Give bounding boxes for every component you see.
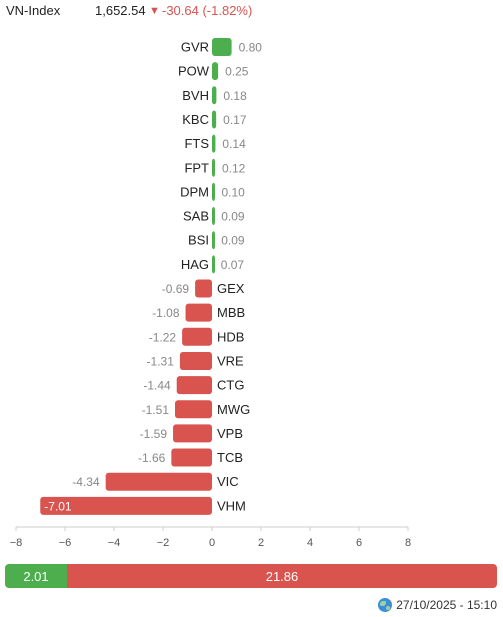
x-tick-label: 2 — [258, 537, 264, 549]
value-label: 0.12 — [222, 161, 246, 175]
bar-hdb — [182, 327, 212, 346]
value-label: 0.09 — [221, 234, 245, 248]
x-tick-label: −4 — [108, 537, 121, 549]
bar-tcb — [171, 448, 212, 467]
impact-bar-chart: GVR 0.80 POW 0.25 BVH 0.18 KBC 0.17 FTS 0.14 FPT 0.… — [10, 38, 411, 549]
bar-ctg — [176, 376, 212, 395]
ticker-label: CTG — [217, 378, 244, 393]
value-label: -1.66 — [138, 451, 166, 465]
bar-fpt — [212, 158, 215, 177]
bar-bsi — [212, 231, 215, 250]
index-name: VN-Index — [6, 3, 61, 18]
bar-dpm — [212, 182, 215, 201]
ticker-label: KBC — [182, 112, 209, 127]
bar-pow — [212, 62, 219, 81]
bar-kbc — [212, 110, 217, 129]
ticker-label: VPB — [217, 426, 243, 441]
bar-vpb — [173, 424, 212, 443]
value-label: -1.51 — [142, 403, 170, 417]
value-label: 0.80 — [239, 41, 263, 55]
ticker-label: VHM — [217, 498, 246, 513]
ticker-label: BVH — [182, 88, 209, 103]
ticker-label: MWG — [217, 402, 250, 417]
ticker-label: VRE — [217, 353, 244, 368]
bar-gvr — [212, 38, 232, 56]
ticker-label: BSI — [188, 233, 209, 248]
value-label: -1.31 — [147, 354, 175, 368]
ticker-label: VIC — [217, 474, 239, 489]
ticker-label: HDB — [217, 329, 244, 344]
value-label: -1.08 — [152, 306, 180, 320]
value-label: 0.25 — [225, 65, 249, 79]
bar-mwg — [175, 400, 212, 419]
index-value: 1,652.54 — [95, 3, 146, 18]
x-tick-label: 8 — [405, 537, 411, 549]
positive-contribution-segment: 2.01 — [5, 564, 67, 588]
x-tick-label: −8 — [10, 537, 23, 549]
value-label: 0.09 — [221, 210, 245, 224]
ticker-label: MBB — [217, 305, 245, 320]
bar-gex — [195, 279, 212, 298]
bar-hag — [212, 255, 215, 274]
x-tick-label: 4 — [307, 537, 313, 549]
bar-vic — [105, 472, 212, 491]
bar-mbb — [185, 303, 212, 322]
bar-bvh — [212, 86, 217, 105]
x-tick-label: −2 — [157, 537, 170, 549]
value-label: -1.59 — [140, 427, 168, 441]
x-tick-label: 0 — [209, 537, 215, 549]
timestamp: 27/10/2025 - 15:10 — [378, 598, 497, 612]
ticker-label: FTS — [184, 136, 209, 151]
value-label: 0.07 — [221, 258, 245, 272]
value-label: 0.10 — [221, 185, 245, 199]
ticker-label: DPM — [180, 184, 209, 199]
positive-total-label: 2.01 — [23, 568, 49, 584]
timestamp-text: 27/10/2025 - 15:10 — [396, 598, 497, 612]
bar-vre — [179, 351, 212, 370]
value-label: 0.18 — [223, 89, 247, 103]
bar-fts — [212, 134, 216, 153]
value-label: -1.22 — [149, 330, 177, 344]
value-label: -4.34 — [72, 475, 100, 489]
value-label: -1.44 — [143, 379, 171, 393]
down-arrow-icon: ▼ — [149, 5, 160, 17]
ticker-label: FPT — [184, 160, 209, 175]
negative-total-label: 21.86 — [265, 568, 299, 584]
ticker-label: GEX — [217, 281, 245, 296]
negative-contribution-segment: 21.86 — [67, 564, 497, 588]
ticker-label: TCB — [217, 450, 243, 465]
ticker-label: GVR — [181, 40, 209, 55]
x-tick-label: −6 — [59, 537, 72, 549]
ticker-label: SAB — [183, 209, 209, 224]
index-change: -30.64 (-1.82%) — [162, 3, 253, 18]
value-label: -7.01 — [44, 499, 72, 513]
value-label: 0.17 — [223, 113, 247, 127]
bar-sab — [212, 207, 215, 226]
value-label: 0.14 — [222, 137, 246, 151]
ticker-label: HAG — [181, 257, 209, 272]
x-tick-label: 6 — [356, 537, 362, 549]
value-label: -0.69 — [162, 282, 190, 296]
advance-decline-bar: 2.01 21.86 — [5, 564, 497, 588]
globe-icon — [378, 598, 393, 612]
bar-vhm — [40, 496, 212, 515]
ticker-label: POW — [178, 64, 210, 79]
